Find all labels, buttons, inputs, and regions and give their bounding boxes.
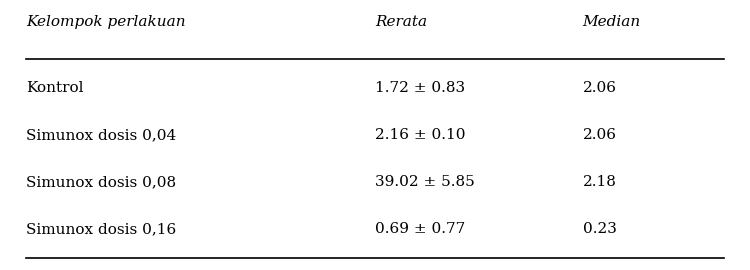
Text: Median: Median xyxy=(583,15,641,29)
Text: Simunox dosis 0,08: Simunox dosis 0,08 xyxy=(26,175,176,189)
Text: Simunox dosis 0,04: Simunox dosis 0,04 xyxy=(26,128,177,142)
Text: Simunox dosis 0,16: Simunox dosis 0,16 xyxy=(26,222,177,236)
Text: 0.23: 0.23 xyxy=(583,222,616,236)
Text: 2.18: 2.18 xyxy=(583,175,616,189)
Text: Kelompok perlakuan: Kelompok perlakuan xyxy=(26,15,186,29)
Text: Kontrol: Kontrol xyxy=(26,81,84,95)
Text: 1.72 ± 0.83: 1.72 ± 0.83 xyxy=(375,81,465,95)
Text: 2.06: 2.06 xyxy=(583,128,616,142)
Text: 2.16 ± 0.10: 2.16 ± 0.10 xyxy=(375,128,466,142)
Text: 39.02 ± 5.85: 39.02 ± 5.85 xyxy=(375,175,475,189)
Text: 2.06: 2.06 xyxy=(583,81,616,95)
Text: Rerata: Rerata xyxy=(375,15,427,29)
Text: 0.69 ± 0.77: 0.69 ± 0.77 xyxy=(375,222,465,236)
